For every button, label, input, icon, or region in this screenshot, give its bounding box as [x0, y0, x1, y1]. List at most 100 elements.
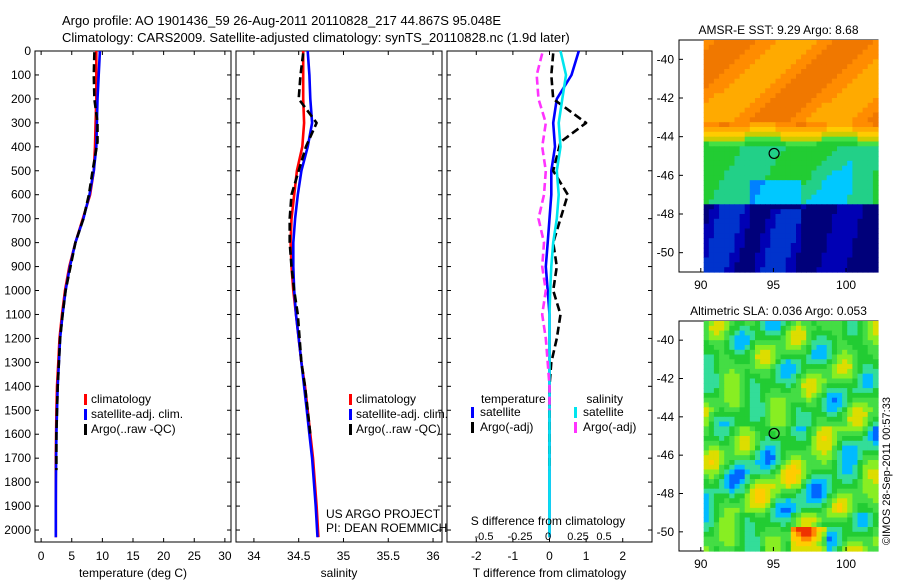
map-cell [749, 98, 756, 104]
map-cell [790, 257, 797, 263]
map-cell [719, 93, 725, 99]
map-cell [801, 450, 807, 456]
map-cell [708, 40, 715, 46]
map-cell [765, 378, 771, 384]
map-cell [862, 440, 869, 447]
map-cell [713, 88, 720, 94]
map-cell [785, 40, 792, 46]
map-cell [847, 257, 853, 263]
map-cell [780, 238, 787, 244]
map-cell [842, 503, 848, 509]
map-cell [857, 330, 864, 336]
map-cell [724, 49, 730, 56]
map-cell [770, 233, 776, 239]
map-cell [867, 73, 874, 80]
map-cell [785, 522, 792, 528]
map-cell [857, 156, 864, 162]
map-cell [780, 165, 787, 172]
map-cell [821, 383, 828, 389]
map-cell [847, 469, 853, 475]
map-cell [811, 483, 818, 490]
map-cell [801, 503, 807, 509]
map-cell [790, 373, 797, 380]
map-cell [724, 214, 730, 220]
y-tick-label: -48 [657, 487, 675, 501]
map-cell [847, 267, 853, 273]
map-cell [744, 107, 751, 114]
map-cell [713, 383, 720, 389]
map-cell [775, 102, 782, 109]
map-cell [852, 156, 859, 162]
map-cell [744, 146, 751, 152]
map-cell [821, 185, 828, 191]
map-cell [790, 483, 797, 490]
map-cell [724, 407, 730, 413]
map-cell [837, 185, 843, 191]
map-cell [724, 368, 730, 375]
map-cell [831, 267, 838, 273]
map-cell [790, 78, 797, 85]
map-cell [760, 541, 766, 547]
map-cell [713, 59, 720, 65]
map-cell [801, 517, 807, 523]
map-cell [765, 214, 771, 220]
map-cell [780, 189, 787, 196]
map-cell [842, 78, 848, 85]
map-cell [744, 170, 751, 176]
map-cell [719, 54, 725, 60]
map-cell [790, 469, 797, 475]
map-cell [821, 426, 828, 432]
map-cell [816, 536, 823, 542]
series-line-2 [288, 53, 318, 435]
map-cell [862, 64, 869, 70]
map-cell [780, 59, 787, 65]
map-cell [857, 527, 864, 533]
map-cell [857, 69, 864, 75]
map-cell [821, 262, 828, 268]
map-cell [816, 431, 823, 437]
map-cell [790, 44, 797, 51]
map-cell [713, 436, 720, 442]
map-cell [790, 156, 797, 162]
map-cell [749, 117, 756, 123]
map-cell [842, 479, 848, 485]
map-cell [708, 49, 715, 56]
map-cell [713, 151, 720, 157]
map-cell [729, 503, 735, 509]
map-cell [734, 531, 741, 538]
map-cell [826, 238, 833, 244]
map-cell [796, 335, 802, 341]
map-cell [872, 122, 879, 128]
map-cell [790, 151, 797, 157]
map-cell [811, 88, 818, 94]
map-cell [796, 412, 802, 418]
map-cell [760, 536, 766, 542]
map-cell [790, 243, 797, 249]
map-cell [821, 88, 828, 94]
map-cell [852, 141, 859, 147]
map-cell [739, 88, 746, 94]
map-cell [816, 469, 823, 475]
map-cell [708, 321, 715, 327]
map-cell [847, 214, 853, 220]
map-cell [739, 512, 746, 519]
map-cell [760, 117, 766, 123]
map-cell [755, 383, 761, 389]
map-cell [811, 426, 818, 432]
map-cell [734, 223, 741, 230]
map-cell [713, 402, 720, 408]
map-cell [775, 507, 782, 514]
map-cell [852, 180, 859, 186]
map-cell [729, 345, 735, 351]
timestamp-label: ©IMOS 28-Sep-2011 00:57:33 [881, 397, 893, 545]
map-cell [831, 247, 838, 254]
map-cell [765, 368, 771, 375]
map-cell [801, 445, 807, 451]
map-cell [867, 431, 874, 437]
map-cell [744, 40, 751, 46]
map-cell [821, 359, 828, 365]
map-cell [816, 541, 823, 547]
map-cell [713, 238, 720, 244]
map-cell [816, 107, 823, 114]
map-cell [862, 340, 869, 346]
